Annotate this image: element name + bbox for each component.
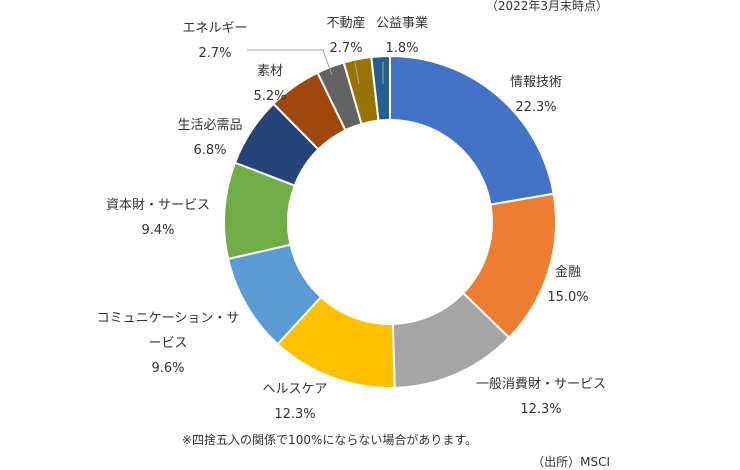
slice-label-一般消費財-サービス: 一般消費財・サービス xyxy=(476,376,606,392)
slice-value-金融: 15.0% xyxy=(547,290,588,305)
leader-line-不動産 xyxy=(354,61,360,85)
slice-label-資本財-サービス: 資本財・サービス xyxy=(106,198,210,213)
slice-公益事業 xyxy=(370,54,391,122)
donut-slices xyxy=(223,54,557,389)
slice-label-生活必需品: 生活必需品 xyxy=(177,118,242,133)
slice-label-情報技術: 情報技術 xyxy=(510,75,562,90)
slice-label-金融: 金融 xyxy=(555,264,581,280)
slice-value-情報技術: 22.3% xyxy=(515,100,556,115)
slice-label-公益事業: 公益事業 xyxy=(376,15,428,31)
slice-value-一般消費財-サービス: 12.3% xyxy=(520,402,561,417)
slice-value-ヘルスケア: 12.3% xyxy=(274,407,315,422)
slice-value-公益事業: 1.8% xyxy=(385,41,418,56)
slice-value-エネルギー: 2.7% xyxy=(198,46,231,61)
slice-value-資本財-サービス: 9.4% xyxy=(141,223,174,238)
chart-subtitle: （2022年3月末時点） xyxy=(486,0,608,13)
slice-labels: 情報技術 22.3% 金融 15.0% 一般消費財・サービス 12.3% ヘルスケア 12.3… xyxy=(97,15,606,422)
slice-value-コミュニケーション-サービス: 9.6% xyxy=(151,361,184,376)
slice-label-素材: 素材 xyxy=(257,64,283,79)
slice-label-エネルギー: エネルギー xyxy=(182,21,247,36)
slice-value-素材: 5.2% xyxy=(253,89,286,104)
leader-line-エネルギー xyxy=(247,49,333,76)
slice-label-コミュニケーション-サービス-line1: コミュニケーション・サ xyxy=(97,311,240,326)
chart-source: （出所）MSCI xyxy=(532,455,610,469)
slice-value-不動産: 2.7% xyxy=(329,41,362,56)
slice-label-ヘルスケア: ヘルスケア xyxy=(262,382,327,397)
slice-情報技術 xyxy=(389,54,555,206)
leader-lines xyxy=(247,49,384,85)
slice-label-不動産: 不動産 xyxy=(326,15,365,31)
slice-label-コミュニケーション-サービス-line2: ービス xyxy=(148,336,187,351)
slice-value-生活必需品: 6.8% xyxy=(193,143,226,158)
chart-footnote: ※四捨五入の関係で100%にならない場合があります。 xyxy=(182,432,477,447)
